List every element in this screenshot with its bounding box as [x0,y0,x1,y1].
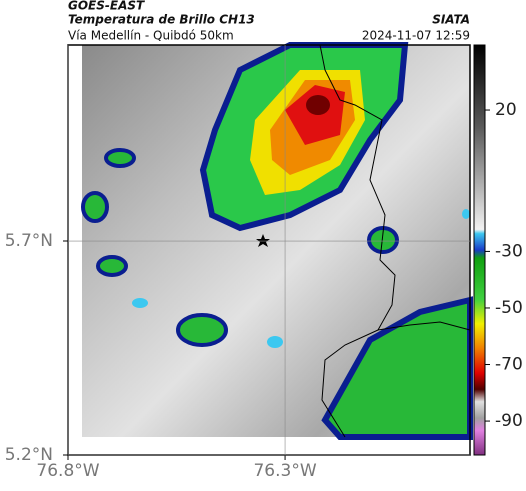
source: GOES-EAST [68,0,145,13]
colorbar-tick-label: -70 [495,355,523,375]
colorbar [473,44,486,456]
lat-tick-label: 5.2°N [5,445,53,465]
colorbar-tick-label: -30 [495,241,523,261]
lon-tick-label: 76.3°W [253,461,316,481]
title: Temperatura de Brillo CH13 [68,13,255,27]
colorbar-tick-label: 20 [495,100,517,120]
datetime: 2024-11-07 12:59 [362,29,470,43]
colorbar-tick-label: -90 [495,411,523,431]
lon-tick-label: 76.8°W [36,461,99,481]
agency: SIATA [432,13,470,27]
colorbar-tick-label: -50 [495,298,523,318]
lat-tick-label: 5.7°N [5,231,53,251]
star-marker [256,234,270,247]
subtitle: Vía Medellín - Quibdó 50km [68,29,234,43]
borders [319,44,471,438]
